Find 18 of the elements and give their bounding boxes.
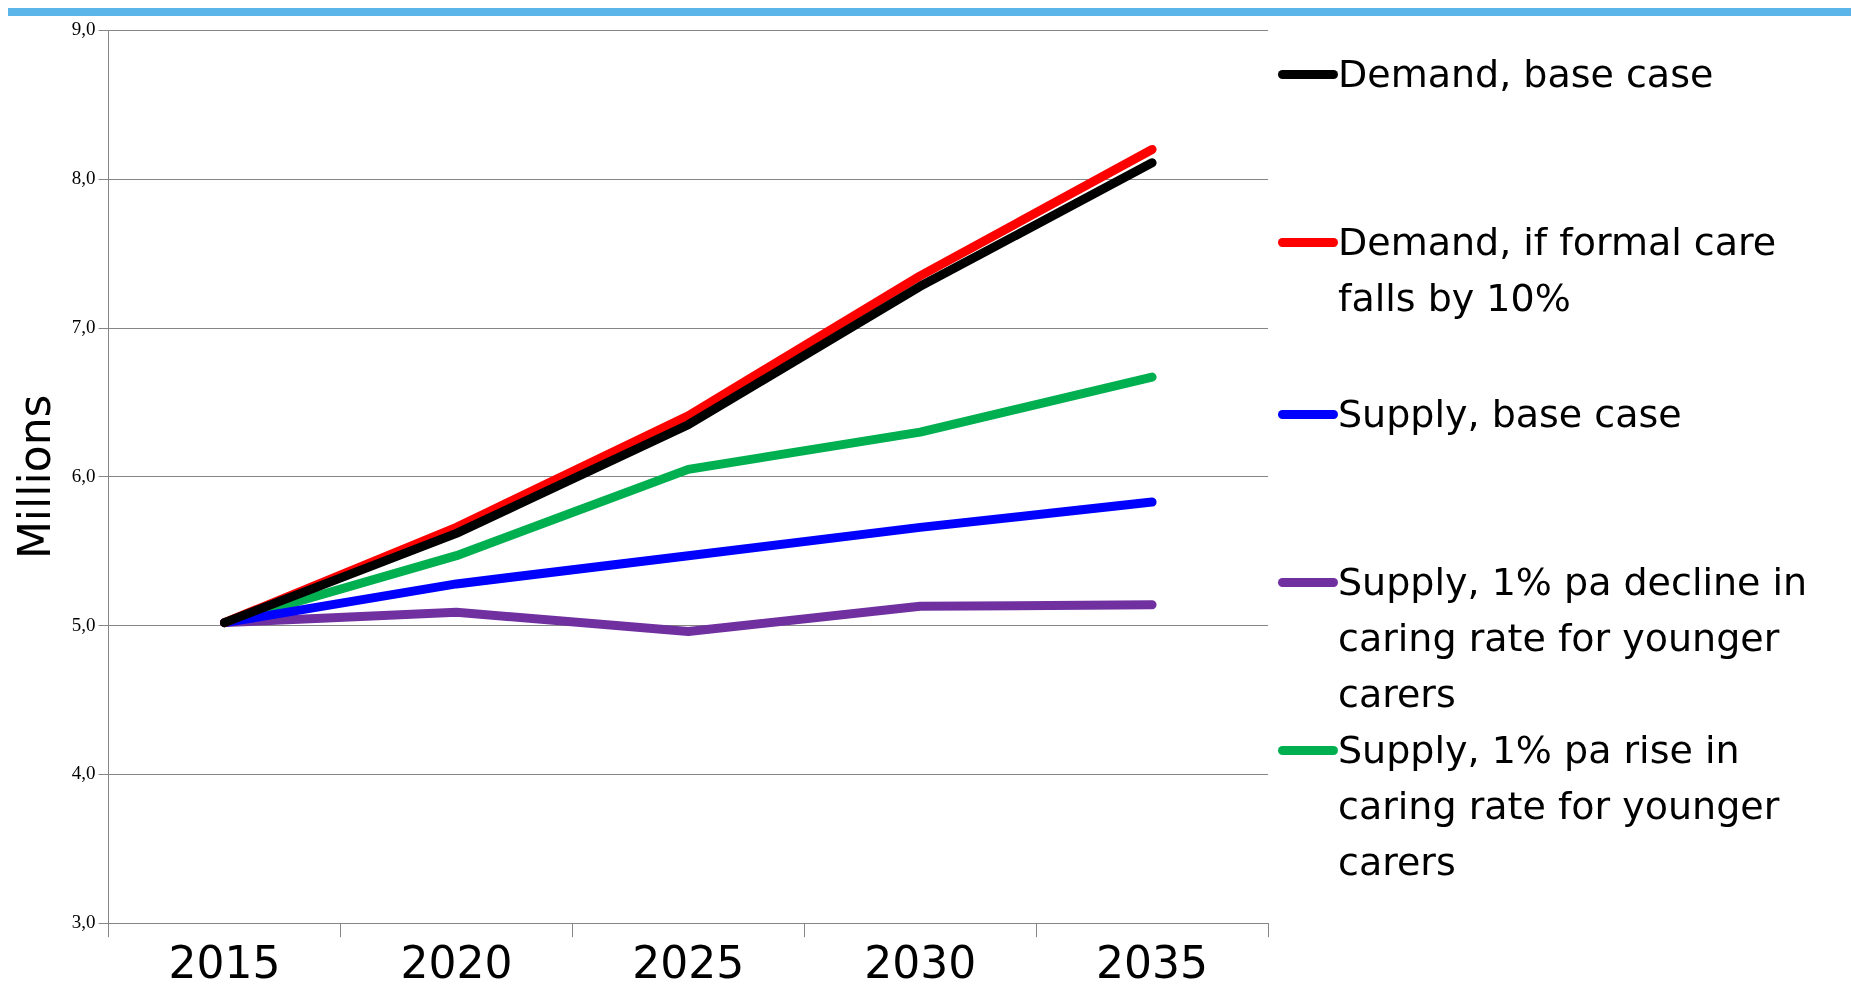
x-tick-label: 2030 [864,937,977,989]
legend-label: Supply, 1% pa rise in caring rate for younger carers [1338,727,1781,886]
legend-label: Demand, if formal care falls by 10% [1338,219,1778,322]
y-tick-label: 8,0 [71,167,96,189]
y-tick-label: 5,0 [71,613,96,635]
y-tick-label: 3,0 [71,911,96,933]
legend-label: Demand, base case [1338,51,1714,98]
y-tick-label: 4,0 [71,762,96,784]
y-tick-label: 6,0 [71,464,96,486]
legend-label: Supply, base case [1338,391,1682,438]
x-tick-label: 2035 [1096,937,1209,989]
y-tick-label: 7,0 [71,315,96,337]
x-tick-label: 2020 [400,937,513,989]
y-tick-label: 9,0 [71,18,96,40]
legend-label: Supply, 1% pa decline in caring rate for younger carers [1338,559,1809,718]
x-tick-label: 2015 [168,937,281,989]
y-axis-title: Millions [8,394,60,560]
x-tick-label: 2025 [632,937,745,989]
